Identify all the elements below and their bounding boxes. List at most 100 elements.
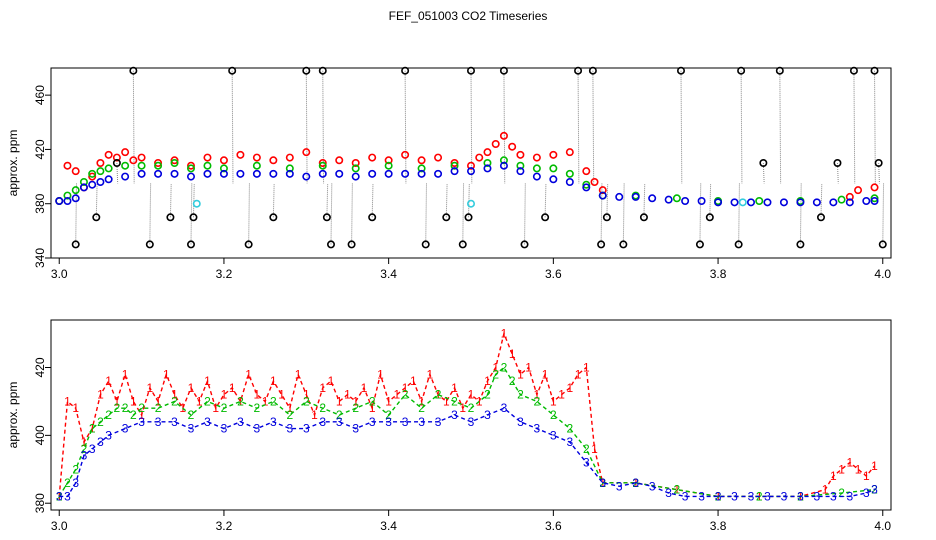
data-label-s1: 1: [188, 381, 195, 395]
data-point-spike: [145, 240, 154, 249]
data-point-s2: [384, 161, 393, 170]
data-point-s2: [71, 186, 80, 195]
data-point-s3: [549, 175, 558, 184]
data-point-s3: [466, 167, 475, 176]
data-label-s1: 1: [418, 394, 425, 408]
data-label-s1: 1: [114, 394, 121, 408]
data-label-s3: 3: [501, 401, 508, 415]
data-label-s1: 1: [394, 388, 401, 402]
data-label-s2: 2: [566, 422, 573, 436]
data-point-s3: [219, 169, 228, 178]
data-point-s1: [112, 153, 121, 162]
data-label-s1: 1: [863, 469, 870, 483]
data-label-s2: 2: [97, 415, 104, 429]
data-label-s3: 3: [550, 428, 557, 442]
data-label-s2: 2: [204, 394, 211, 408]
data-point-s2: [417, 164, 426, 173]
data-point-s3: [870, 197, 879, 206]
spike-line: [524, 183, 526, 245]
data-point-s3: [796, 198, 805, 207]
data-label-s1: 1: [303, 388, 310, 402]
y-tick-label: 420: [33, 139, 47, 159]
spike-line: [544, 183, 547, 218]
y-tick-label: 400: [33, 425, 47, 445]
data-label-s2: 2: [715, 489, 722, 503]
data-point-s1: [335, 156, 344, 165]
data-label-s2: 2: [385, 408, 392, 422]
data-point-s3: [582, 183, 591, 192]
data-point-s3: [285, 169, 294, 178]
data-label-s1: 1: [336, 394, 343, 408]
data-point-s2: [104, 164, 113, 173]
data-point-spike: [421, 240, 430, 249]
data-point-s3: [88, 180, 97, 189]
data-label-s3: 3: [188, 422, 195, 436]
data-label-s2: 2: [114, 401, 121, 415]
spike-line: [305, 70, 308, 184]
data-label-s1: 1: [130, 394, 137, 408]
spike-line: [351, 183, 353, 245]
data-point-s3: [845, 198, 854, 207]
data-label-s1: 1: [871, 459, 878, 473]
data-point-spike: [602, 213, 611, 222]
data-point-s2: [203, 161, 212, 170]
data-label-s1: 1: [492, 361, 499, 375]
data-label-s1: 1: [575, 367, 582, 381]
data-point-s1: [285, 153, 294, 162]
data-label-s2: 2: [402, 388, 409, 402]
data-label-s1: 1: [138, 408, 145, 422]
data-point-s1: [121, 148, 130, 157]
data-point-spike: [849, 66, 858, 75]
data-label-s1: 1: [204, 374, 211, 388]
data-point-spike: [302, 66, 311, 75]
data-label-s1: 1: [89, 422, 96, 436]
data-label-s1: 1: [352, 394, 359, 408]
data-point-s3: [137, 169, 146, 178]
data-label-s1: 1: [254, 388, 261, 402]
data-label-s3: 3: [484, 408, 491, 422]
data-label-s3: 3: [138, 415, 145, 429]
data-label-s1: 1: [410, 374, 417, 388]
data-label-s1: 1: [542, 367, 549, 381]
data-label-s2: 2: [369, 394, 376, 408]
series-line-s2: [58, 366, 875, 498]
data-label-s3: 3: [237, 415, 244, 429]
spike-line: [779, 70, 782, 184]
spike-line: [330, 183, 333, 245]
data-point-s3: [681, 197, 690, 206]
data-point-spike: [759, 159, 768, 168]
spike-line: [643, 183, 646, 218]
data-point-spike: [244, 240, 253, 249]
data-label-s2: 2: [674, 483, 681, 497]
data-label-s3: 3: [534, 422, 541, 436]
data-point-spike: [189, 213, 198, 222]
data-point-spike: [326, 240, 335, 249]
data-point-s3: [368, 169, 377, 178]
data-label-s3: 3: [715, 489, 722, 503]
data-point-s1: [203, 153, 212, 162]
data-point-s2: [582, 180, 591, 189]
data-point-spike: [322, 213, 331, 222]
data-point-s3: [252, 169, 261, 178]
data-label-s1: 1: [122, 367, 129, 381]
spike-line: [116, 162, 119, 184]
data-point-s2: [837, 195, 846, 204]
data-label-s1: 1: [443, 394, 450, 408]
data-label-s3: 3: [797, 489, 804, 503]
data-point-s2: [137, 161, 146, 170]
data-point-spike: [520, 240, 529, 249]
data-point-spike: [695, 240, 704, 249]
data-label-s1: 1: [451, 381, 458, 395]
data-point-s2: [351, 164, 360, 173]
data-point-spike: [401, 66, 410, 75]
data-label-s3: 3: [89, 442, 96, 456]
data-point-spike: [878, 240, 887, 249]
series-line-s3: [59, 407, 875, 498]
data-point-s1: [318, 159, 327, 168]
data-label-s2: 2: [270, 394, 277, 408]
spike-line: [820, 183, 823, 218]
data-label-s1: 1: [846, 456, 853, 470]
y-tick-label: 340: [33, 248, 47, 268]
data-label-s1: 1: [459, 401, 466, 415]
